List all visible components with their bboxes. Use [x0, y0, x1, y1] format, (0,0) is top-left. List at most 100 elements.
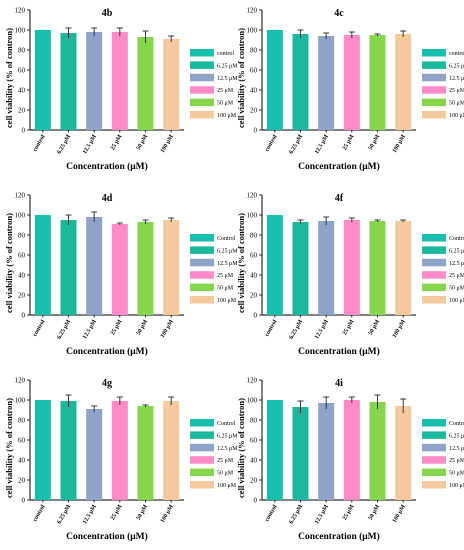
legend-swatch-1 — [190, 431, 214, 439]
panel-title: 4f — [335, 193, 344, 204]
y-tick-label: 120 — [15, 7, 26, 15]
category-label: 25 μM — [110, 134, 124, 152]
category-label: 25 μM — [342, 319, 356, 337]
legend-label-5: 100 μM — [449, 113, 464, 119]
legend-swatch-1 — [422, 61, 446, 69]
bar-0 — [266, 215, 283, 315]
y-axis-title: cell viability (% of contron) — [4, 28, 14, 128]
category-label: 50 μM — [368, 504, 382, 522]
chart-panel-4b: 4b 0 20 40 60 80 100 120 control 6.25 μM 12.5 μM 25… — [4, 7, 238, 173]
y-tick-label: 60 — [250, 252, 258, 260]
legend-label-5: 100 μM — [217, 298, 237, 304]
category-label: 100 μM — [392, 319, 407, 339]
x-axis-title: Concentration (μM) — [298, 346, 380, 357]
legend-label-5: 100 μM — [449, 483, 464, 489]
category-label: 50 μM — [368, 319, 382, 337]
legend-swatch-5 — [190, 296, 214, 304]
bar-1 — [60, 33, 77, 130]
bar-3 — [111, 401, 128, 500]
legend-label-3: 25 μM — [217, 88, 234, 94]
category-label: 12.5 μM — [314, 319, 330, 341]
x-axis-title: Concentration (μM) — [66, 346, 148, 357]
y-tick-label: 0 — [22, 312, 26, 320]
category-label: 100 μM — [160, 504, 175, 524]
y-tick-label: 40 — [250, 272, 258, 280]
legend-label-3: 25 μM — [449, 88, 464, 94]
legend-swatch-2 — [422, 443, 446, 452]
y-tick-label: 100 — [247, 397, 258, 405]
bar-3 — [111, 224, 128, 315]
y-tick-label: 20 — [250, 107, 258, 115]
bar-2 — [318, 36, 335, 130]
legend-label-0: Control — [217, 236, 236, 242]
category-label: 12.5 μM — [82, 134, 98, 156]
legend-label-2: 12.5 μM — [217, 76, 238, 82]
legend: Control 6.25 μM 12.5 μM 25 μM 50 μM 100 μM — [190, 234, 238, 304]
legend-label-4: 50 μM — [217, 101, 234, 107]
y-tick-label: 0 — [254, 312, 258, 320]
legend-swatch-3 — [422, 456, 446, 464]
legend-label-3: 25 μM — [449, 458, 464, 464]
bar-5 — [395, 221, 412, 315]
bar-0 — [34, 215, 51, 315]
legend-label-1: 6.25 μM — [449, 248, 464, 254]
legend-swatch-4 — [422, 98, 446, 107]
y-axis-title: cell viability (% of contron) — [236, 28, 246, 128]
panel-title: 4g — [102, 378, 112, 389]
legend-label-5: 100 μM — [449, 298, 464, 304]
category-label: 12.5 μM — [82, 504, 98, 526]
bar-2 — [86, 409, 103, 500]
category-label: 25 μM — [110, 504, 124, 522]
y-tick-label: 80 — [250, 417, 258, 425]
category-label: 25 μM — [342, 504, 356, 522]
y-tick-label: 0 — [254, 127, 258, 135]
legend-label-2: 12.5 μM — [449, 261, 464, 267]
bar-2 — [86, 32, 103, 130]
legend-label-1: 6.25 μM — [217, 248, 238, 254]
y-tick-label: 20 — [250, 477, 258, 485]
chart-panel-4i: 4i 0 20 40 60 80 100 120 control 6.25 μM 12.5 μM 25… — [236, 377, 464, 543]
bar-5 — [395, 34, 412, 130]
category-label: 6.25 μM — [56, 134, 72, 156]
y-tick-label: 100 — [247, 212, 258, 220]
legend-label-1: 6.25 μM — [449, 63, 464, 69]
legend-swatch-3 — [190, 456, 214, 464]
category-label: 12.5 μM — [82, 319, 98, 341]
legend-swatch-1 — [190, 61, 214, 69]
bar-2 — [318, 221, 335, 315]
bar-5 — [163, 39, 180, 130]
legend-swatch-0 — [190, 234, 214, 242]
y-tick-label: 20 — [250, 292, 258, 300]
legend-label-4: 50 μM — [449, 286, 464, 292]
x-axis-title: Concentration (μM) — [298, 161, 380, 172]
legend-swatch-0 — [422, 234, 446, 242]
category-label: 50 μM — [368, 134, 382, 152]
x-axis-title: Concentration (μM) — [298, 531, 380, 542]
panel-title: 4i — [335, 378, 343, 389]
y-tick-label: 100 — [15, 397, 26, 405]
bar-3 — [111, 32, 128, 130]
bar-0 — [266, 400, 283, 500]
bar-4 — [369, 35, 386, 130]
y-tick-label: 60 — [250, 67, 258, 75]
legend-swatch-4 — [190, 468, 214, 477]
chart-panel-4c: 4c 0 20 40 60 80 100 120 control 6.25 μM 12.5 μM 25… — [236, 7, 464, 173]
bar-1 — [292, 222, 309, 315]
y-tick-label: 60 — [18, 67, 26, 75]
bar-5 — [395, 406, 412, 500]
legend-swatch-2 — [190, 443, 214, 452]
category-label: 25 μM — [342, 134, 356, 152]
chart-panel-4g: 4g 0 20 40 60 80 100 120 control 6.25 μM 12.5 μM 25… — [4, 377, 238, 543]
legend-swatch-3 — [422, 271, 446, 279]
category-label: 6.25 μM — [288, 319, 304, 341]
legend-label-2: 12.5 μM — [217, 261, 238, 267]
y-axis-title: cell viability (% of contron) — [236, 213, 246, 313]
legend-label-1: 6.25 μM — [449, 433, 464, 439]
legend-swatch-3 — [190, 86, 214, 94]
legend-swatch-1 — [422, 246, 446, 254]
legend-label-4: 50 μM — [217, 471, 234, 477]
legend: control 6.25 μM 12.5 μM 25 μM 50 μM 100 μM — [190, 49, 238, 119]
y-tick-label: 40 — [18, 272, 26, 280]
legend-label-4: 50 μM — [449, 101, 464, 107]
panel-title: 4d — [102, 193, 113, 204]
